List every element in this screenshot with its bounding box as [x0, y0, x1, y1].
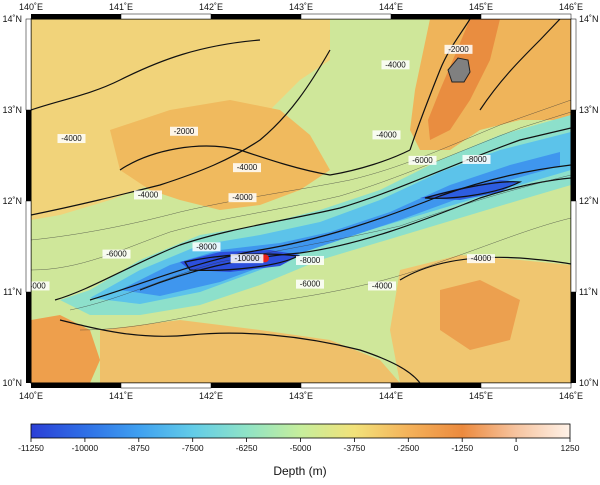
longitude-tick-label: 140˚E	[19, 2, 43, 12]
contour-label-background	[170, 126, 198, 136]
colorbar-tick-label: -8750	[128, 443, 150, 453]
contour-label-layer: -2000 -2000 -4000 -4000 -4000 -4000 -4000 -4000…	[25, 44, 495, 291]
longitude-tick-label: 146˚E	[559, 2, 583, 12]
contour-label-background	[381, 60, 410, 70]
contour-label-background	[102, 249, 131, 259]
contour-label: -2000	[448, 45, 469, 54]
colorbar-tick-label: -10000	[72, 443, 99, 453]
latitude-labels-left: 10˚N 11˚N 12˚N 13˚N 14˚N	[2, 14, 22, 388]
contour-label-background	[233, 163, 261, 173]
contour-label-background	[372, 130, 401, 140]
contour-label: -4000	[237, 163, 258, 172]
frame-scale-bars	[25, 13, 577, 389]
contour-label-background	[467, 254, 495, 264]
contour-label-background	[192, 242, 221, 252]
contour-label: -4000	[138, 190, 159, 199]
shallow-region-southwest	[31, 315, 100, 383]
colorbar-gradient	[30, 423, 571, 439]
contour-label: -4000	[232, 193, 253, 202]
colorbar-tick-label: 0	[514, 443, 519, 453]
contour-lines	[31, 19, 571, 383]
longitude-tick-label: 141˚E	[109, 2, 133, 12]
longitude-tick-label: 144˚E	[379, 391, 403, 401]
contour-label: -6000	[412, 156, 433, 165]
colorbar-ticks: -11250 -10000 -8750 -7500 -6250 -5000 -3750 -25…	[18, 438, 580, 453]
latitude-tick-label: 12˚N	[2, 196, 22, 206]
longitude-tick-label: 142˚E	[199, 391, 223, 401]
latitude-tick-label: 10˚N	[579, 378, 599, 388]
contour-label: -4000	[376, 130, 397, 139]
latitude-tick-label: 14˚N	[579, 14, 599, 24]
colorbar-title: Depth (m)	[273, 464, 326, 478]
island-landmass	[447, 57, 471, 83]
longitude-tick-label: 142˚E	[199, 2, 223, 12]
longitude-tick-label: 143˚E	[289, 2, 313, 12]
colorbar-tick-label: -3750	[344, 443, 366, 453]
contour-label: -2000	[174, 127, 195, 136]
longitude-labels-top: 140˚E 141˚E 142˚E 143˚E 144˚E 145˚E 146˚E	[19, 2, 583, 12]
latitude-tick-label: 11˚N	[3, 287, 22, 297]
depth-colorbar: -11250 -10000 -8750 -7500 -6250 -5000 -3750 -25…	[18, 423, 580, 478]
latitude-tick-label: 13˚N	[579, 105, 599, 115]
contour-label-background	[134, 190, 162, 200]
contour-label: -8000	[300, 256, 321, 265]
contour-label: -4000	[61, 134, 82, 143]
latitude-tick-label: 11˚N	[579, 287, 598, 297]
colorbar-tick-label: -1250	[451, 443, 473, 453]
latitude-tick-label: 13˚N	[2, 105, 22, 115]
colorbar-tick-label: -11250	[18, 443, 44, 453]
contour-label: -10000	[235, 254, 260, 263]
longitude-tick-label: 140˚E	[19, 391, 43, 401]
colorbar-tick-label: 1250	[561, 443, 580, 453]
longitude-labels-bottom: 140˚E 141˚E 142˚E 143˚E 144˚E 145˚E 146˚E	[19, 391, 583, 401]
longitude-tick-label: 145˚E	[469, 2, 493, 12]
contour-label-background	[296, 279, 324, 289]
contour-label-background	[368, 281, 396, 291]
contour-label-background	[408, 155, 437, 165]
bathymetry-map: -2000 -2000 -4000 -4000 -4000 -4000 -4000 -4000…	[25, 19, 571, 383]
longitude-tick-label: 145˚E	[469, 391, 493, 401]
contour-label: -4000	[25, 281, 46, 290]
colorbar-tick-label: -7500	[182, 443, 204, 453]
contour-label: -6000	[106, 250, 127, 259]
contour-label-background	[462, 154, 491, 164]
shallow-region-north-ridge	[110, 100, 330, 210]
contour-label-background	[57, 134, 86, 144]
contour-lines-thin	[31, 99, 571, 331]
contour-label-background	[444, 44, 473, 54]
latitude-tick-label: 12˚N	[579, 196, 599, 206]
latitude-tick-label: 10˚N	[2, 378, 22, 388]
contour-label: -8000	[466, 155, 487, 164]
contour-label: -6000	[300, 280, 321, 289]
contour-label-background	[296, 255, 324, 265]
longitude-tick-label: 144˚E	[379, 2, 403, 12]
longitude-tick-label: 141˚E	[109, 391, 133, 401]
contour-label-background	[230, 254, 264, 264]
latitude-labels-right: 10˚N 11˚N 12˚N 13˚N 14˚N	[579, 14, 599, 388]
latitude-tick-label: 14˚N	[2, 14, 22, 24]
seamount-southeast	[440, 280, 520, 350]
longitude-tick-label: 143˚E	[289, 391, 313, 401]
contour-label-background	[228, 193, 257, 203]
trench-deep-east	[420, 180, 520, 200]
contour-label: -4000	[385, 60, 406, 69]
contour-label: -4000	[372, 281, 393, 290]
colorbar-tick-label: -6250	[236, 443, 258, 453]
contour-label-background	[31, 281, 50, 291]
contour-label: -8000	[196, 242, 217, 251]
longitude-tick-label: 146˚E	[559, 391, 583, 401]
colorbar-tick-label: -2500	[397, 443, 419, 453]
contour-label: -4000	[471, 254, 492, 263]
colorbar-tick-label: -5000	[290, 443, 312, 453]
